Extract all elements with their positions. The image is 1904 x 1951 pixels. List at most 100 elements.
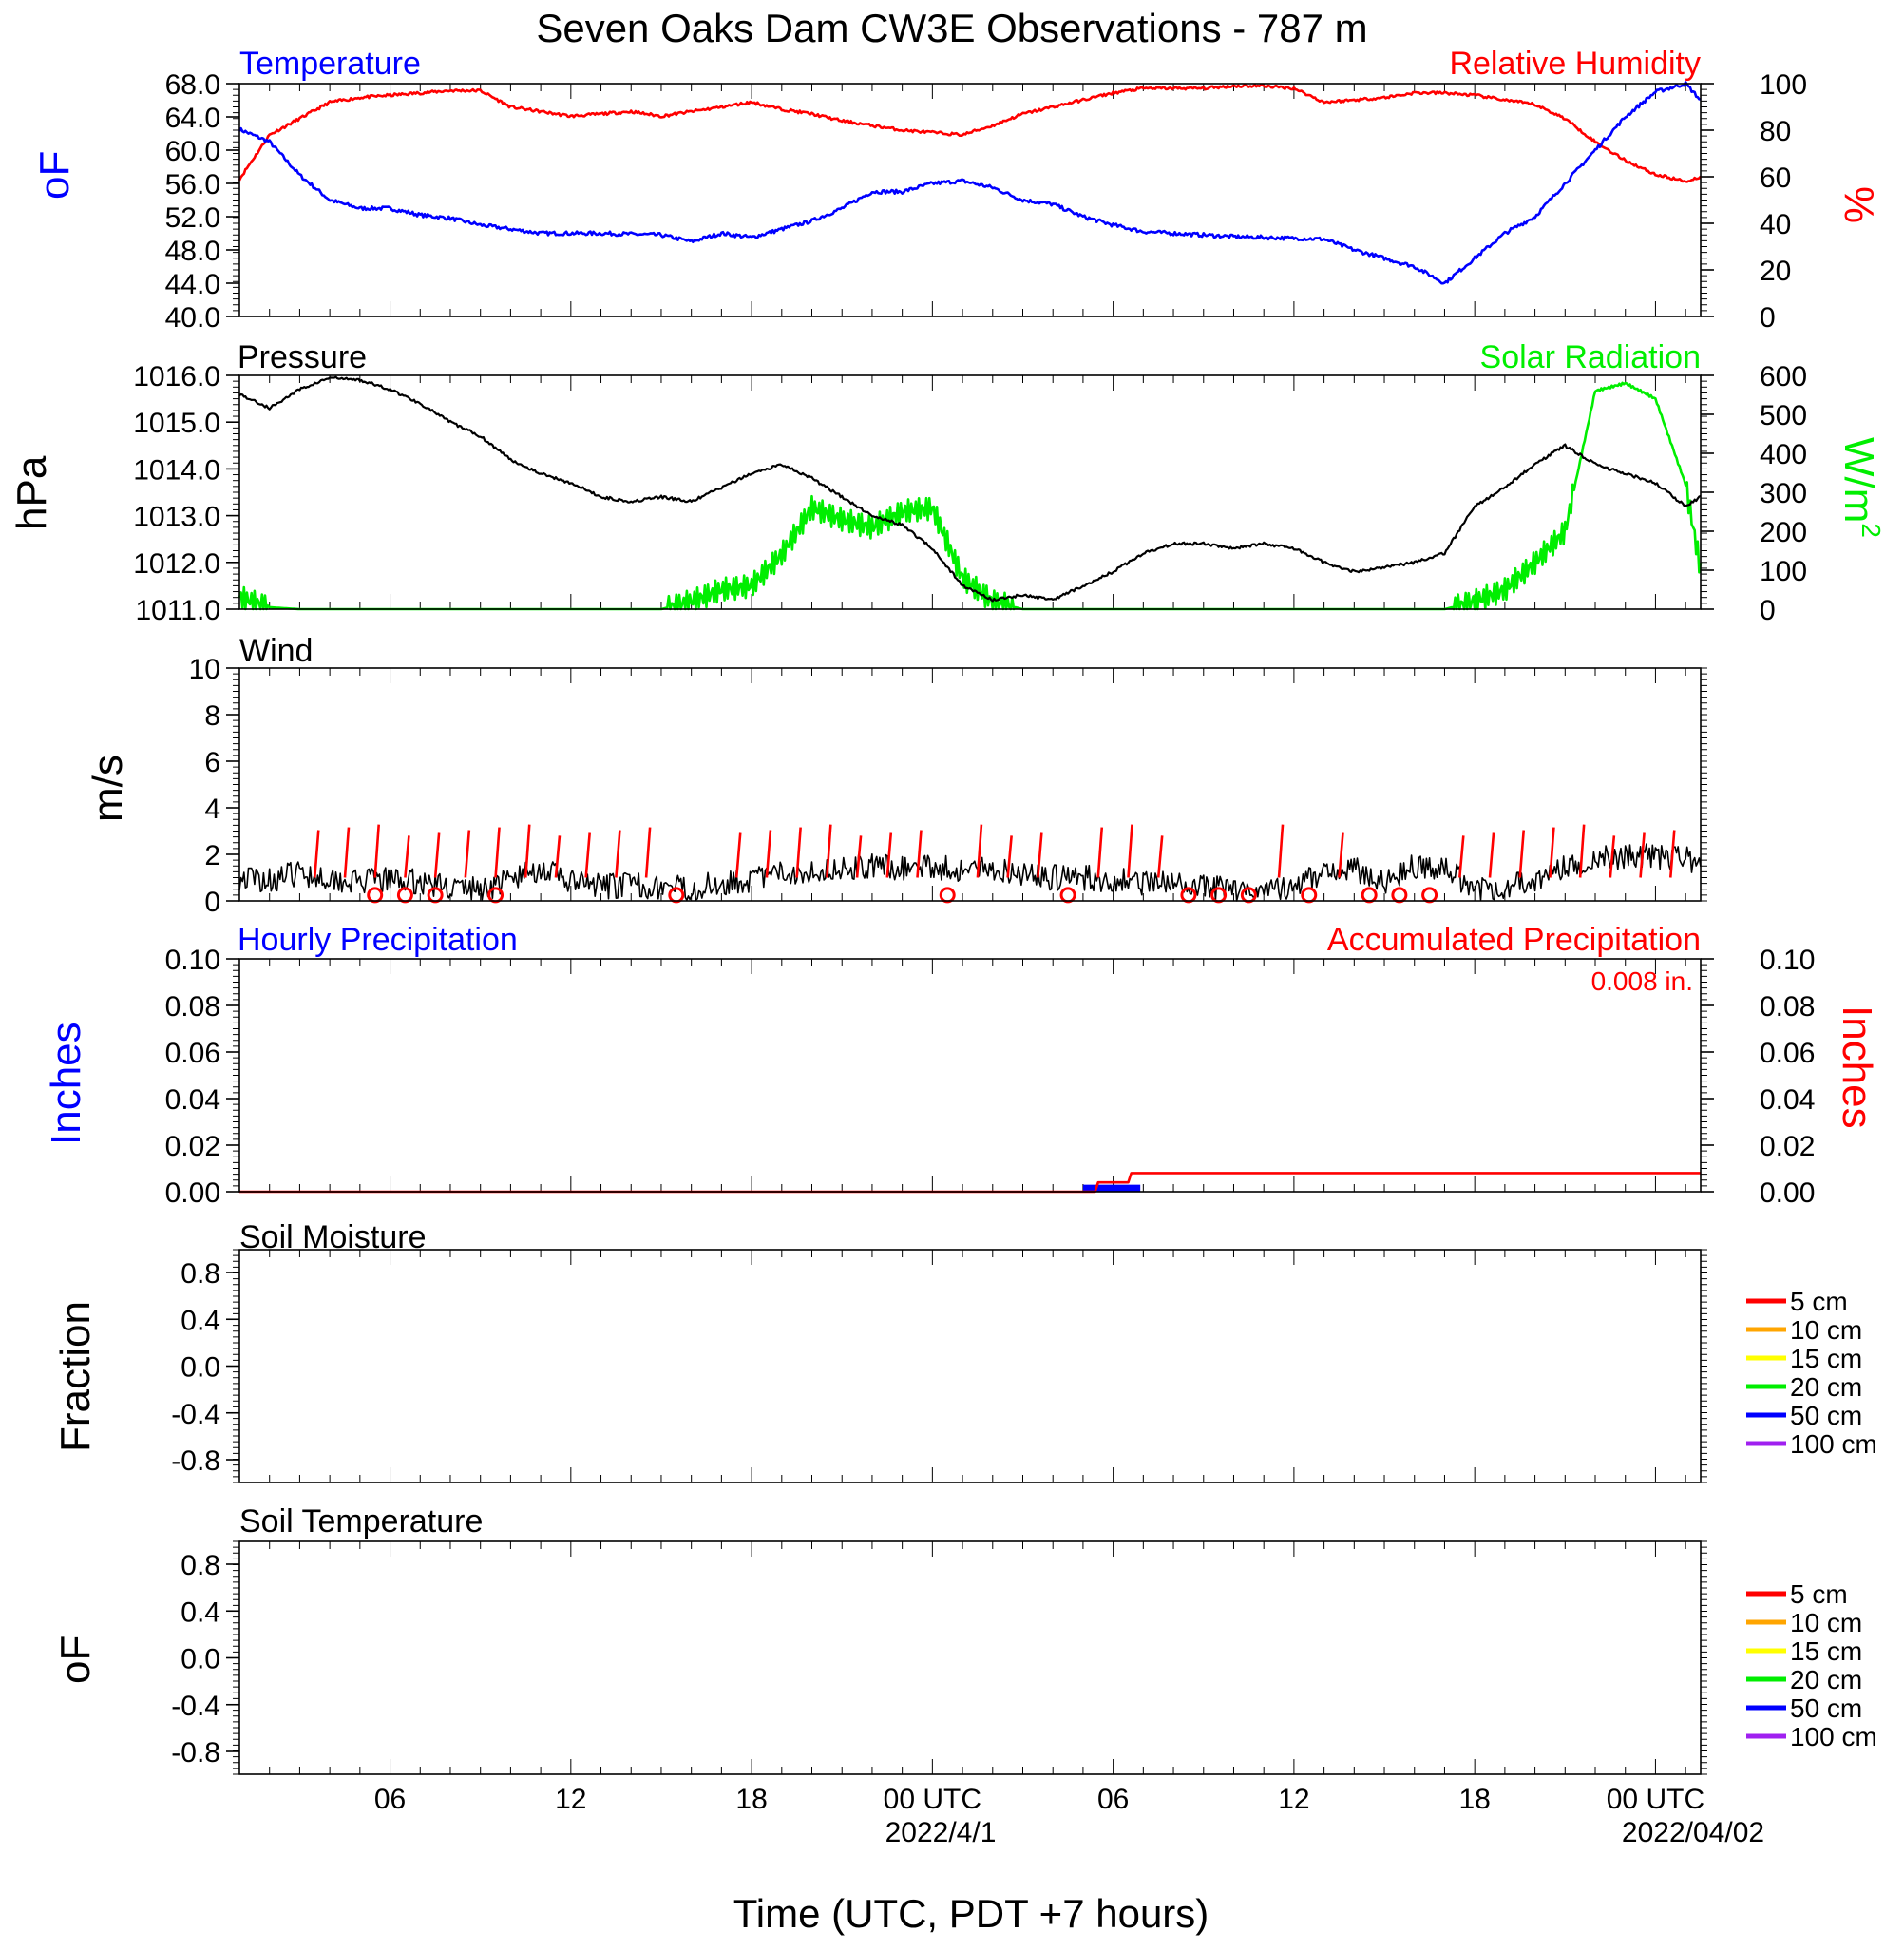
temperature-tick-labels: 68.064.060.056.052.048.044.040.0 — [165, 69, 239, 334]
legend-label: 50 cm — [1790, 1401, 1862, 1430]
wind-barb — [1518, 830, 1526, 878]
accumulated-precip-line — [239, 1172, 1701, 1194]
time-ticks — [238, 84, 1686, 316]
accum-precip-axis-label: Inches — [1834, 1005, 1880, 1129]
wind-barb — [976, 824, 983, 878]
temperature-line — [238, 81, 1702, 285]
panel-wind: Wind m/s 10 8 6 4 2 0 — [85, 633, 1707, 918]
humidity-tick: 0 — [1760, 302, 1776, 334]
solar-axis-sup: 2 — [1856, 523, 1886, 538]
humidity-axis-label: % — [1836, 186, 1882, 223]
wind-title: Wind — [239, 633, 313, 669]
calm-wind-marker — [367, 887, 384, 904]
accum-tick: 0.00 — [1760, 1177, 1815, 1209]
calm-wind-marker — [427, 887, 444, 904]
calm-wind-marker — [1180, 887, 1197, 904]
solar-tick: 400 — [1760, 439, 1807, 470]
soil-temp-tick: -0.8 — [171, 1737, 220, 1769]
legend-label: 15 cm — [1790, 1344, 1862, 1373]
precip-tick: 0.02 — [165, 1131, 220, 1162]
x-axis-tick-labels: 06 12 18 00 UTC 06 12 18 00 UTC — [374, 1784, 1704, 1815]
soil-temp-tick-labels: 0.8 0.4 0.0 -0.4 -0.8 — [171, 1550, 239, 1769]
soil-moisture-tick: 0.4 — [181, 1305, 220, 1336]
temperature-tick: 68.0 — [165, 69, 220, 101]
x-axis-title: Time (UTC, PDT +7 hours) — [733, 1891, 1209, 1936]
wind-series — [238, 824, 1702, 904]
hourly-precip-bar — [1082, 1184, 1141, 1192]
soil-moisture-tick: 0.8 — [181, 1258, 220, 1290]
panel-temp-rh: Temperature Relative Humidity oF % 68.06… — [31, 46, 1882, 334]
time-ticks — [238, 1250, 1686, 1482]
panel-frame — [238, 1540, 1702, 1775]
solar-tick: 0 — [1760, 595, 1776, 626]
wind-tick: 2 — [204, 840, 220, 871]
time-tick-label: 12 — [1278, 1784, 1309, 1815]
wind-barb — [734, 832, 742, 878]
wind-barb — [1578, 824, 1586, 878]
time-tick-label: 12 — [555, 1784, 586, 1815]
panel-frame — [238, 667, 1702, 902]
wind-barb — [373, 824, 380, 878]
accum-tick: 0.02 — [1760, 1131, 1815, 1162]
wind-barb — [404, 835, 410, 878]
panel-minor-ticks — [233, 374, 1707, 610]
panel-frame — [238, 958, 1702, 1193]
calm-wind-marker — [939, 887, 956, 904]
precip-tick: 0.10 — [165, 945, 220, 976]
calm-wind-marker — [1210, 887, 1228, 904]
precip-tick: 0.00 — [165, 1177, 220, 1209]
panel-minor-ticks — [233, 83, 1707, 317]
pressure-tick: 1014.0 — [133, 454, 220, 486]
wind-barb — [1458, 835, 1465, 878]
wind-barb — [313, 830, 320, 878]
solar-tick: 600 — [1760, 361, 1807, 392]
legend-label: 15 cm — [1790, 1636, 1862, 1666]
legend-label: 10 cm — [1790, 1315, 1862, 1345]
precip-tick: 0.06 — [165, 1038, 220, 1069]
panel-soil-temperature: Soil Temperature oF 0.8 0.4 0.0 -0.4 -0.8 5 … — [52, 1503, 1877, 1775]
soil-temp-tick: 0.8 — [181, 1550, 220, 1581]
solar-axis-unit: W/m — [1836, 437, 1882, 523]
wind-barb — [795, 827, 802, 878]
date-label-2: 2022/04/02 — [1622, 1817, 1764, 1848]
panel-frame — [238, 83, 1702, 317]
accum-tick: 0.10 — [1760, 945, 1815, 976]
wind-barb — [1096, 827, 1104, 878]
hourly-precip-axis-label: Inches — [43, 1022, 89, 1145]
legend-label: 10 cm — [1790, 1608, 1862, 1637]
soil-temp-title: Soil Temperature — [239, 1503, 483, 1540]
time-ticks — [238, 959, 1686, 1192]
pressure-tick: 1011.0 — [135, 595, 220, 626]
wind-barb — [1037, 832, 1043, 878]
accum-tick: 0.04 — [1760, 1084, 1815, 1116]
panel-minor-ticks — [233, 1540, 1707, 1775]
time-tick-label: 00 UTC — [1607, 1784, 1704, 1815]
wind-barb — [615, 830, 621, 878]
accum-precip-title: Accumulated Precipitation — [1327, 922, 1701, 958]
legend-label: 100 cm — [1790, 1722, 1877, 1751]
chart-title: Seven Oaks Dam CW3E Observations - 787 m — [536, 6, 1367, 50]
precip-series — [239, 1172, 1701, 1194]
temperature-tick: 56.0 — [165, 169, 220, 201]
temperature-axis-label: oF — [31, 151, 78, 200]
time-tick-label: 18 — [1458, 1784, 1490, 1815]
humidity-line — [238, 84, 1702, 183]
humidity-tick: 40 — [1760, 209, 1791, 240]
wind-tick-labels: 10 8 6 4 2 0 — [189, 654, 239, 918]
precip-tick: 0.08 — [165, 991, 220, 1023]
wind-tick: 8 — [204, 700, 220, 732]
wind-tick: 4 — [204, 794, 220, 825]
soil-moisture-tick-labels: 0.8 0.4 0.0 -0.4 -0.8 — [171, 1258, 239, 1477]
humidity-tick-labels: 100 80 60 40 20 0 — [1701, 69, 1807, 334]
humidity-title: Relative Humidity — [1449, 46, 1701, 82]
hourly-precip-title: Hourly Precipitation — [238, 922, 518, 958]
pressure-tick: 1016.0 — [133, 361, 220, 392]
panel-soil-moisture: Soil Moisture Fraction 0.80.40.0-0.4-0.8… — [52, 1219, 1877, 1483]
wind-barb — [1549, 827, 1555, 878]
panel-minor-ticks — [233, 667, 1707, 902]
temp-rh-series — [238, 81, 1702, 285]
wind-barb — [584, 832, 591, 878]
pressure-solar-series — [238, 375, 1703, 611]
pressure-tick: 1012.0 — [133, 548, 220, 580]
